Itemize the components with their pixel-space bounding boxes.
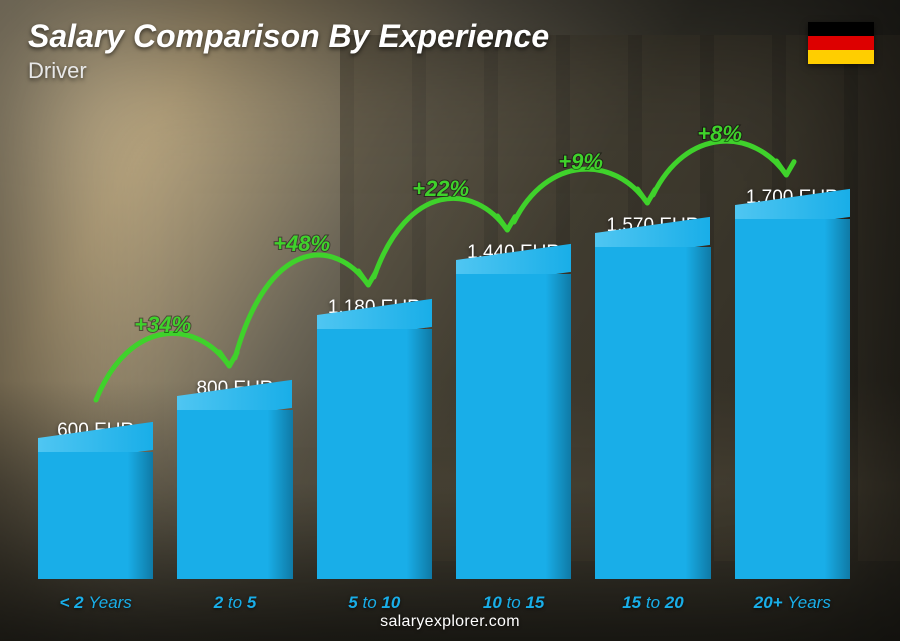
country-flag [808,22,874,64]
bar-x-label: 2 to 5 [214,593,257,613]
bar-5: 1,700 EUR20+ Years [735,187,850,579]
footer-attribution: salaryexplorer.com [0,613,900,631]
bar-x-label: 10 to 15 [483,593,545,613]
flag-stripe-top [808,22,874,36]
bar-chart: 600 EUR< 2 Years800 EUR2 to 51,180 EUR5 … [38,109,850,579]
page-title: Salary Comparison By Experience [28,18,549,55]
bar-3: 1,440 EUR10 to 15 [456,242,571,579]
bar-2: 1,180 EUR5 to 10 [317,297,432,579]
bar-x-label: 5 to 10 [348,593,400,613]
bar-x-label: 15 to 20 [622,593,684,613]
bar-1: 800 EUR2 to 5 [177,378,292,579]
bar-x-label: < 2 Years [59,593,131,613]
page-subtitle: Driver [28,58,87,84]
bar-0: 600 EUR< 2 Years [38,420,153,579]
bar-x-label: 20+ Years [754,593,831,613]
flag-stripe-mid [808,36,874,50]
bar-4: 1,570 EUR15 to 20 [595,215,710,579]
flag-stripe-bot [808,50,874,64]
